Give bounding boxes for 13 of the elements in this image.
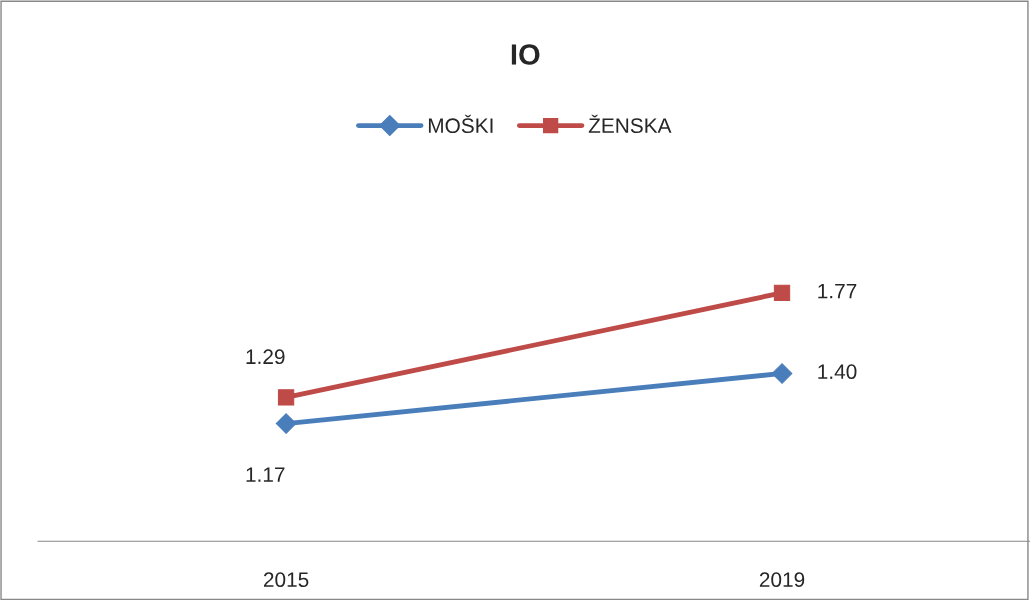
legend-label: ŽENSKA (588, 114, 672, 134)
point (773, 284, 791, 301)
data-label: 1.29 (246, 349, 285, 365)
x-tick-label: 2019 (759, 572, 805, 588)
point (277, 389, 295, 406)
x-tick-label: 2015 (263, 572, 309, 588)
point (771, 363, 793, 384)
legend-label: MOŠKI (428, 114, 493, 134)
data-label: 1.40 (818, 364, 857, 380)
data-label: 1.17 (246, 467, 285, 482)
data-label: 1.77 (818, 283, 857, 299)
chart-title: IO (511, 44, 540, 65)
point (275, 413, 297, 434)
